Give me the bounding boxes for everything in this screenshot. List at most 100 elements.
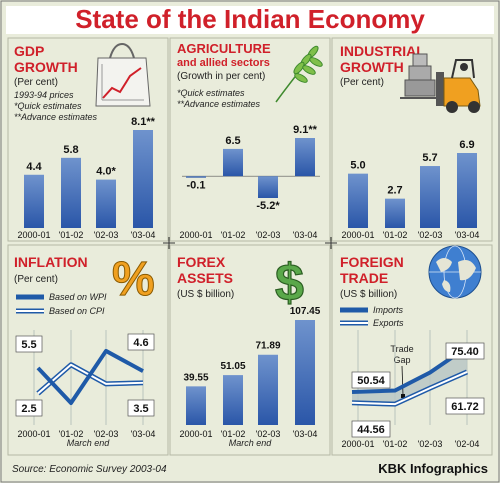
trade-panel: FOREIGN TRADE (US $ billion) Imports Exp… <box>340 245 485 449</box>
bar <box>133 130 153 228</box>
globe-icon <box>428 245 482 299</box>
trade-panel-frame <box>331 244 493 456</box>
value-box <box>127 399 155 417</box>
bar <box>295 138 315 177</box>
trade-chart: 2000-01 '01-02 '02-03 '02-04 50.54 44.56 75.40… <box>341 330 485 449</box>
data-label: 5.8 <box>63 144 78 156</box>
x-tick-label: 2000-01 <box>179 230 212 240</box>
data-label: 2.7 <box>387 185 402 197</box>
gdp-note-1: 1993-94 prices <box>14 90 74 100</box>
trade-gap-label-line1: Trade <box>390 344 413 354</box>
bar <box>385 198 405 228</box>
percent-icon: % <box>112 253 156 307</box>
forex-panel: FOREX ASSETS (US $ billion) $ 39.55 2000-… <box>177 253 321 448</box>
data-label: 71.89 <box>255 341 280 352</box>
bar <box>223 375 243 425</box>
wpi-legend-label: Based on WPI <box>49 292 107 302</box>
agriculture-title-line2: and allied sectors <box>177 57 270 69</box>
inflation-title: INFLATION <box>14 254 88 270</box>
bar <box>24 174 44 228</box>
agriculture-panel-frame <box>169 37 331 242</box>
x-tick-label: 2000-01 <box>17 429 50 439</box>
x-tick-label: '01-02 <box>59 230 84 240</box>
gdp-chart: 4.4 2000-01 5.8 '01-02 4.0* '02-03 8.1** '03-04 <box>17 116 155 240</box>
bar <box>96 179 116 228</box>
x-tick-label: 2000-01 <box>341 230 374 240</box>
imports-series-line <box>351 345 469 395</box>
data-label: 75.40 <box>451 346 479 358</box>
agriculture-chart: -0.1 2000-01 6.5 '01-02 -5.2* '02-03 9.1** '03-… <box>179 124 320 240</box>
trade-title-line2: TRADE <box>340 270 388 286</box>
trade-gap-pointer <box>401 365 404 396</box>
data-label: 50.54 <box>357 375 385 387</box>
value-box <box>15 335 43 353</box>
gdp-panel: GDP GROWTH (Per cent) 1993-94 prices *Qu… <box>14 42 156 240</box>
x-tick-label: '02-03 <box>256 230 281 240</box>
data-label: 5.7 <box>422 152 437 164</box>
gdp-subtitle: (Per cent) <box>14 77 58 88</box>
industrial-title-line2: GROWTH <box>340 59 404 75</box>
value-box <box>15 399 43 417</box>
x-tick-label: '02-04 <box>455 439 480 449</box>
agriculture-note-2: **Advance estimates <box>177 99 261 109</box>
trade-subtitle: (US $ billion) <box>340 289 397 300</box>
industrial-panel-frame <box>331 37 493 242</box>
trade-gap-marker <box>401 394 405 398</box>
x-tick-label: '01-02 <box>221 230 246 240</box>
data-label: 107.45 <box>290 306 321 317</box>
gdp-panel-frame <box>7 37 169 242</box>
x-tick-label: '01-02 <box>59 429 84 439</box>
gdp-title-line1: GDP <box>14 43 44 59</box>
data-label: 6.5 <box>225 135 240 147</box>
agriculture-subtitle: (Growth in per cent) <box>177 71 265 82</box>
bar <box>420 166 440 228</box>
cpi-legend-label: Based on CPI <box>49 306 105 316</box>
bar <box>186 176 206 178</box>
data-label: 61.72 <box>451 401 479 413</box>
source-note: Source: Economic Survey 2003-04 <box>12 464 167 475</box>
x-tick-label: '02-03 <box>418 439 443 449</box>
exports-legend-label: Exports <box>373 318 404 328</box>
value-box <box>445 342 485 360</box>
x-tick-label: '02-03 <box>94 429 119 439</box>
gdp-note-2: *Quick estimates <box>14 101 82 111</box>
trade-title-line1: FOREIGN <box>340 254 404 270</box>
value-box <box>127 333 155 351</box>
data-label: 44.56 <box>357 424 385 436</box>
forex-panel-frame <box>169 244 331 456</box>
data-label: -0.1 <box>187 180 206 192</box>
data-label: 8.1** <box>131 116 156 128</box>
industrial-panel: INDUSTRIAL GROWTH (Per cent) 5.0 2000-01 2… <box>340 43 481 240</box>
x-tick-label: '03-04 <box>131 429 156 439</box>
bar <box>457 153 477 228</box>
data-label: 9.1** <box>293 124 318 136</box>
bar <box>223 148 243 177</box>
crosshair-marks <box>163 237 337 249</box>
data-label: 51.05 <box>220 361 245 372</box>
trade-gap-area <box>352 347 467 405</box>
imports-legend-label: Imports <box>373 305 404 315</box>
x-tick-label: '01-02 <box>221 429 246 439</box>
x-tick-label: '02-03 <box>256 429 281 439</box>
industrial-subtitle: (Per cent) <box>340 77 384 88</box>
industrial-chart: 5.0 2000-01 2.7 '01-02 5.7 '02-03 6.9 '03-04 <box>341 139 479 240</box>
x-tick-label: '01-02 <box>383 439 408 449</box>
value-box <box>351 371 391 389</box>
wheat-stalk-icon <box>275 45 323 103</box>
x-tick-label: 2000-01 <box>179 429 212 439</box>
bar <box>258 354 278 425</box>
data-label: 3.5 <box>133 403 148 415</box>
forex-subtitle: (US $ billion) <box>177 289 234 300</box>
x-tick-label: '02-03 <box>94 230 119 240</box>
agriculture-title-line1: AGRICULTURE <box>177 41 271 56</box>
panel-frames <box>7 37 493 456</box>
bar <box>186 386 206 425</box>
x-tick-label: '01-02 <box>383 230 408 240</box>
shopping-bag-with-chart-icon <box>95 42 151 107</box>
x-tick-label: 2000-01 <box>17 230 50 240</box>
credit: KBK Infographics <box>378 461 488 476</box>
data-label: 5.5 <box>21 339 36 351</box>
forex-chart: 39.55 2000-01 51.05 '01-02 71.89 '02-03 107.45… <box>179 306 320 439</box>
